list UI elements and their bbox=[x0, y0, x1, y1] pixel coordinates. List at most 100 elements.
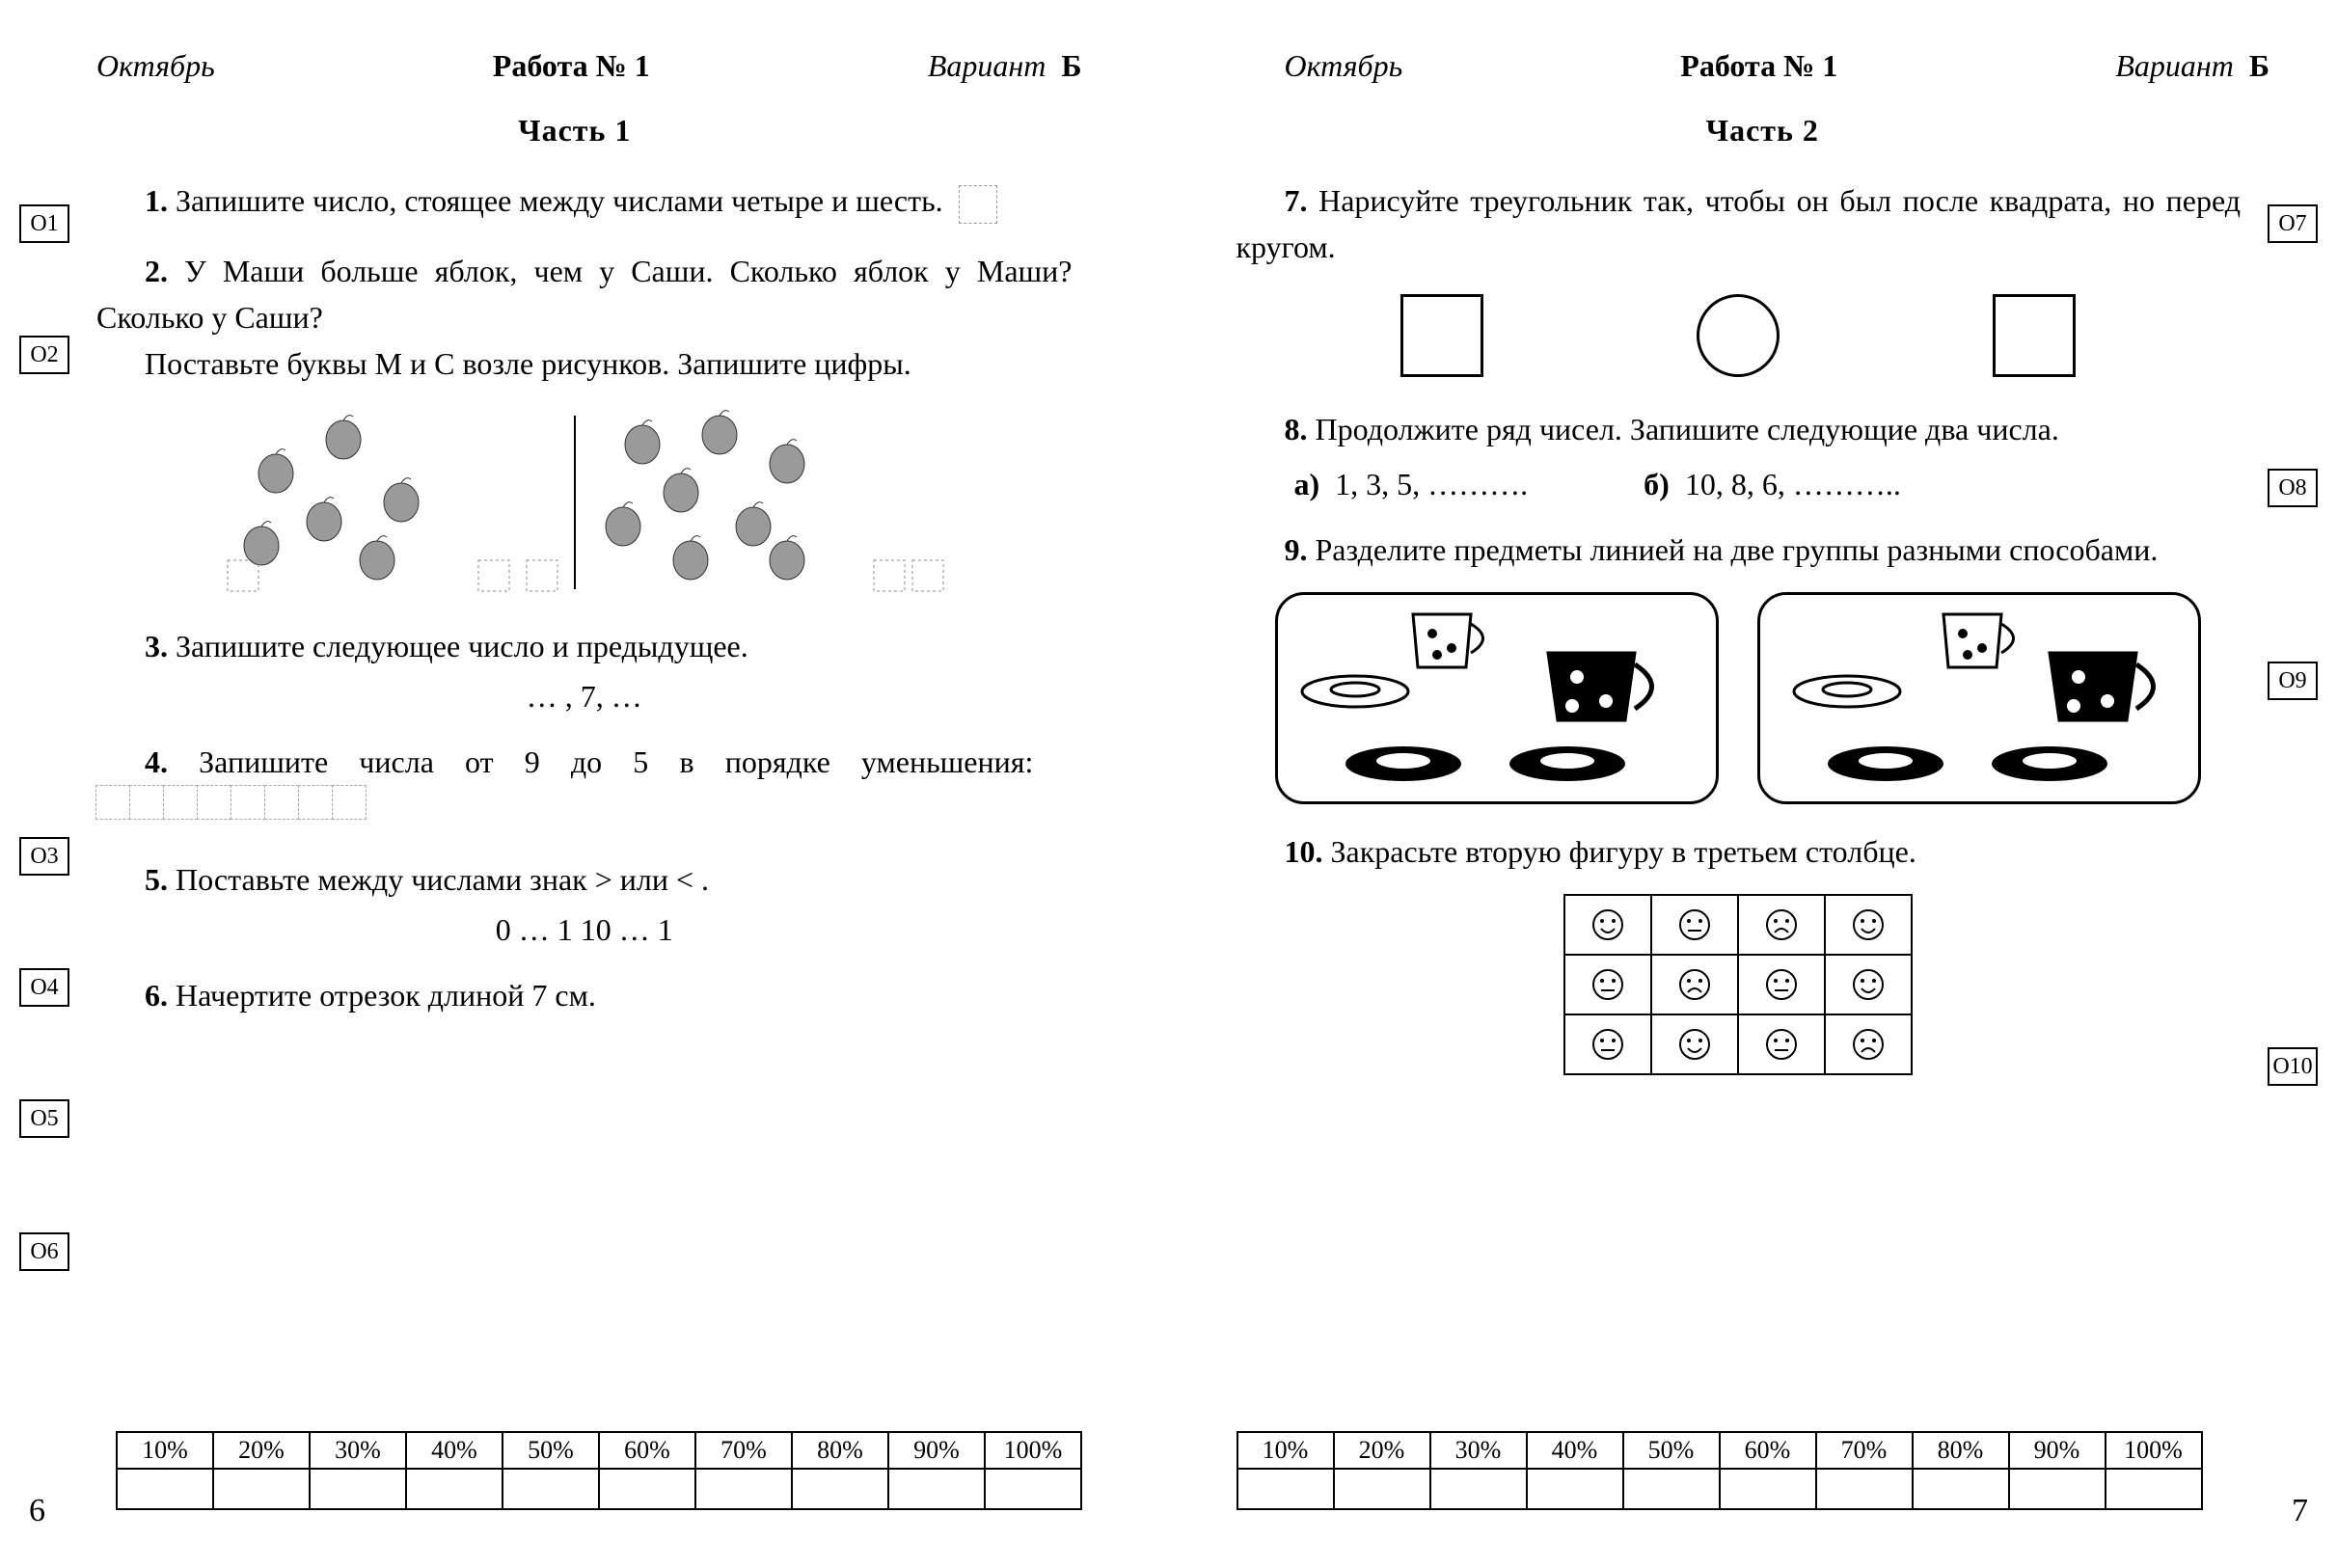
pct-header-row: 10% 20% 30% 40% 50% 60% 70% 80% 90% 100% bbox=[117, 1432, 1081, 1469]
marker-o9: О9 bbox=[2268, 662, 2318, 700]
task-6: 6. Начертите отрезок длиной 7 см. bbox=[96, 972, 1073, 1018]
face-cell[interactable] bbox=[1651, 955, 1738, 1014]
face-cell[interactable] bbox=[1564, 1014, 1651, 1074]
pct-empty-row[interactable] bbox=[117, 1469, 1081, 1509]
task-4-body: Запишите числа от 9 до 5 в порядке умень… bbox=[199, 744, 1033, 779]
task-10-text: 10. Закрасьте вторую фигуру в третьем ст… bbox=[1236, 828, 2242, 875]
task-9-text: 9. Разделите предметы линией на две груп… bbox=[1236, 527, 2242, 573]
cups-panel-2[interactable] bbox=[1757, 592, 2201, 804]
shapes-row bbox=[1294, 294, 2184, 377]
task-3-center: … , 7, … bbox=[96, 679, 1073, 715]
task-9-num: 9. bbox=[1285, 532, 1308, 567]
face-icon bbox=[1764, 967, 1799, 1002]
square-shape bbox=[1993, 294, 2076, 377]
task-9: 9. Разделите предметы линией на две груп… bbox=[1236, 527, 2242, 804]
marker-o4: О4 bbox=[19, 968, 69, 1007]
task-10: 10. Закрасьте вторую фигуру в третьем ст… bbox=[1236, 828, 2242, 1075]
face-cell[interactable] bbox=[1564, 955, 1651, 1014]
face-cell[interactable] bbox=[1651, 895, 1738, 955]
task-4-boxes[interactable] bbox=[96, 785, 367, 820]
pct-empty-row[interactable] bbox=[1237, 1469, 2202, 1509]
task-5: 5. Поставьте между числами знак > или < … bbox=[96, 856, 1073, 948]
variant-label: Вариант Б bbox=[2115, 48, 2269, 84]
month-label: Октябрь bbox=[96, 48, 215, 84]
task-3-text: 3. Запишите следующее число и предыдущее… bbox=[96, 623, 1073, 669]
variant-value: Б bbox=[1061, 48, 1081, 83]
task-4-text: 4. Запишите числа от 9 до 5 в порядке ум… bbox=[96, 739, 1073, 832]
pct-cell: 20% bbox=[213, 1432, 310, 1469]
variant-word: Вариант bbox=[928, 48, 1046, 83]
cups-svg bbox=[1278, 595, 1722, 807]
page-spread: Октябрь Работа № 1 Вариант Б Часть 1 О1 … bbox=[0, 0, 2337, 1568]
face-icon bbox=[1677, 1027, 1712, 1062]
part-title: Часть 2 bbox=[1217, 113, 2309, 149]
face-cell[interactable] bbox=[1825, 895, 1912, 955]
pct-table-left: 10% 20% 30% 40% 50% 60% 70% 80% 90% 100% bbox=[116, 1431, 1082, 1510]
task-8-num: 8. bbox=[1285, 412, 1308, 446]
apple-box[interactable] bbox=[912, 560, 943, 591]
marker-o7: О7 bbox=[2268, 204, 2318, 243]
apple-box[interactable] bbox=[527, 560, 557, 591]
task-3-num: 3. bbox=[145, 629, 168, 663]
marker-o1: О1 bbox=[19, 204, 69, 243]
face-icon bbox=[1764, 1027, 1799, 1062]
task-6-text: 6. Начертите отрезок длиной 7 см. bbox=[96, 972, 1073, 1018]
face-icon bbox=[1851, 1027, 1886, 1062]
task-3-body: Запишите следующее число и предыдущее. bbox=[176, 629, 748, 663]
header-right: Октябрь Работа № 1 Вариант Б bbox=[1285, 48, 2270, 84]
work-title: Работа № 1 bbox=[1680, 48, 1837, 84]
pct-cell: 90% bbox=[2009, 1432, 2106, 1469]
pct-cell: 80% bbox=[792, 1432, 888, 1469]
apple-box[interactable] bbox=[874, 560, 905, 591]
pct-cell: 80% bbox=[1913, 1432, 2009, 1469]
task-7: 7. Нарисуйте треугольник так, чтобы он б… bbox=[1236, 177, 2242, 377]
faces-table bbox=[1563, 894, 1913, 1075]
apples-diagram bbox=[96, 406, 1073, 599]
task-6-body: Начертите отрезок длиной 7 см. bbox=[176, 978, 596, 1013]
apple-box[interactable] bbox=[228, 560, 258, 591]
seq-a-label: а) bbox=[1294, 467, 1320, 501]
task-6-num: 6. bbox=[145, 978, 168, 1013]
pct-cell: 30% bbox=[1430, 1432, 1527, 1469]
task-8-body: Продолжите ряд чисел. Запишите следующие… bbox=[1316, 412, 2059, 446]
apple-box[interactable] bbox=[478, 560, 509, 591]
face-cell[interactable] bbox=[1825, 1014, 1912, 1074]
apples-right-group bbox=[606, 411, 804, 580]
seq-b: б) 10, 8, 6, ……….. bbox=[1644, 467, 1901, 502]
pct-cell: 60% bbox=[599, 1432, 695, 1469]
marker-o6: О6 bbox=[19, 1232, 69, 1271]
page-left: Октябрь Работа № 1 Вариант Б Часть 1 О1 … bbox=[0, 0, 1169, 1568]
marker-o2: О2 bbox=[19, 336, 69, 374]
face-cell[interactable] bbox=[1825, 955, 1912, 1014]
content-right: О7 7. Нарисуйте треугольник так, чтобы о… bbox=[1236, 177, 2242, 1075]
page-number-right: 7 bbox=[2292, 1493, 2308, 1529]
task-1-num: 1. bbox=[145, 183, 168, 218]
task-9-body: Разделите предметы линией на две группы … bbox=[1316, 532, 2159, 567]
face-cell[interactable] bbox=[1564, 895, 1651, 955]
face-cell[interactable] bbox=[1738, 955, 1825, 1014]
apples-svg bbox=[218, 406, 951, 599]
pct-cell: 50% bbox=[503, 1432, 599, 1469]
face-cell[interactable] bbox=[1738, 895, 1825, 955]
pct-cell: 40% bbox=[1527, 1432, 1623, 1469]
task-3: 3. Запишите следующее число и предыдущее… bbox=[96, 623, 1073, 715]
task-8-sequences: а) 1, 3, 5, ………. б) 10, 8, 6, ……….. bbox=[1294, 467, 2242, 502]
face-icon bbox=[1764, 907, 1799, 942]
face-cell[interactable] bbox=[1738, 1014, 1825, 1074]
task-2-body1: У Маши больше яблок, чем у Саши. Сколько… bbox=[96, 254, 1073, 335]
page-number-left: 6 bbox=[29, 1493, 45, 1529]
variant-label: Вариант Б bbox=[928, 48, 1082, 84]
cups-panel-1[interactable] bbox=[1275, 592, 1719, 804]
task-1: 1. Запишите число, стоящее между числами… bbox=[96, 177, 1073, 224]
cups-svg bbox=[1760, 595, 2204, 807]
task-8-text: 8. Продолжите ряд чисел. Запишите следую… bbox=[1236, 406, 2242, 452]
face-cell[interactable] bbox=[1651, 1014, 1738, 1074]
face-icon bbox=[1851, 907, 1886, 942]
face-icon bbox=[1590, 1027, 1625, 1062]
task-5-center: 0 … 1 10 … 1 bbox=[96, 912, 1073, 948]
pct-cell: 70% bbox=[1816, 1432, 1913, 1469]
answer-box[interactable] bbox=[959, 185, 997, 224]
part-title: Часть 1 bbox=[29, 113, 1121, 149]
circle-shape bbox=[1697, 294, 1780, 377]
pct-cell: 20% bbox=[1334, 1432, 1430, 1469]
